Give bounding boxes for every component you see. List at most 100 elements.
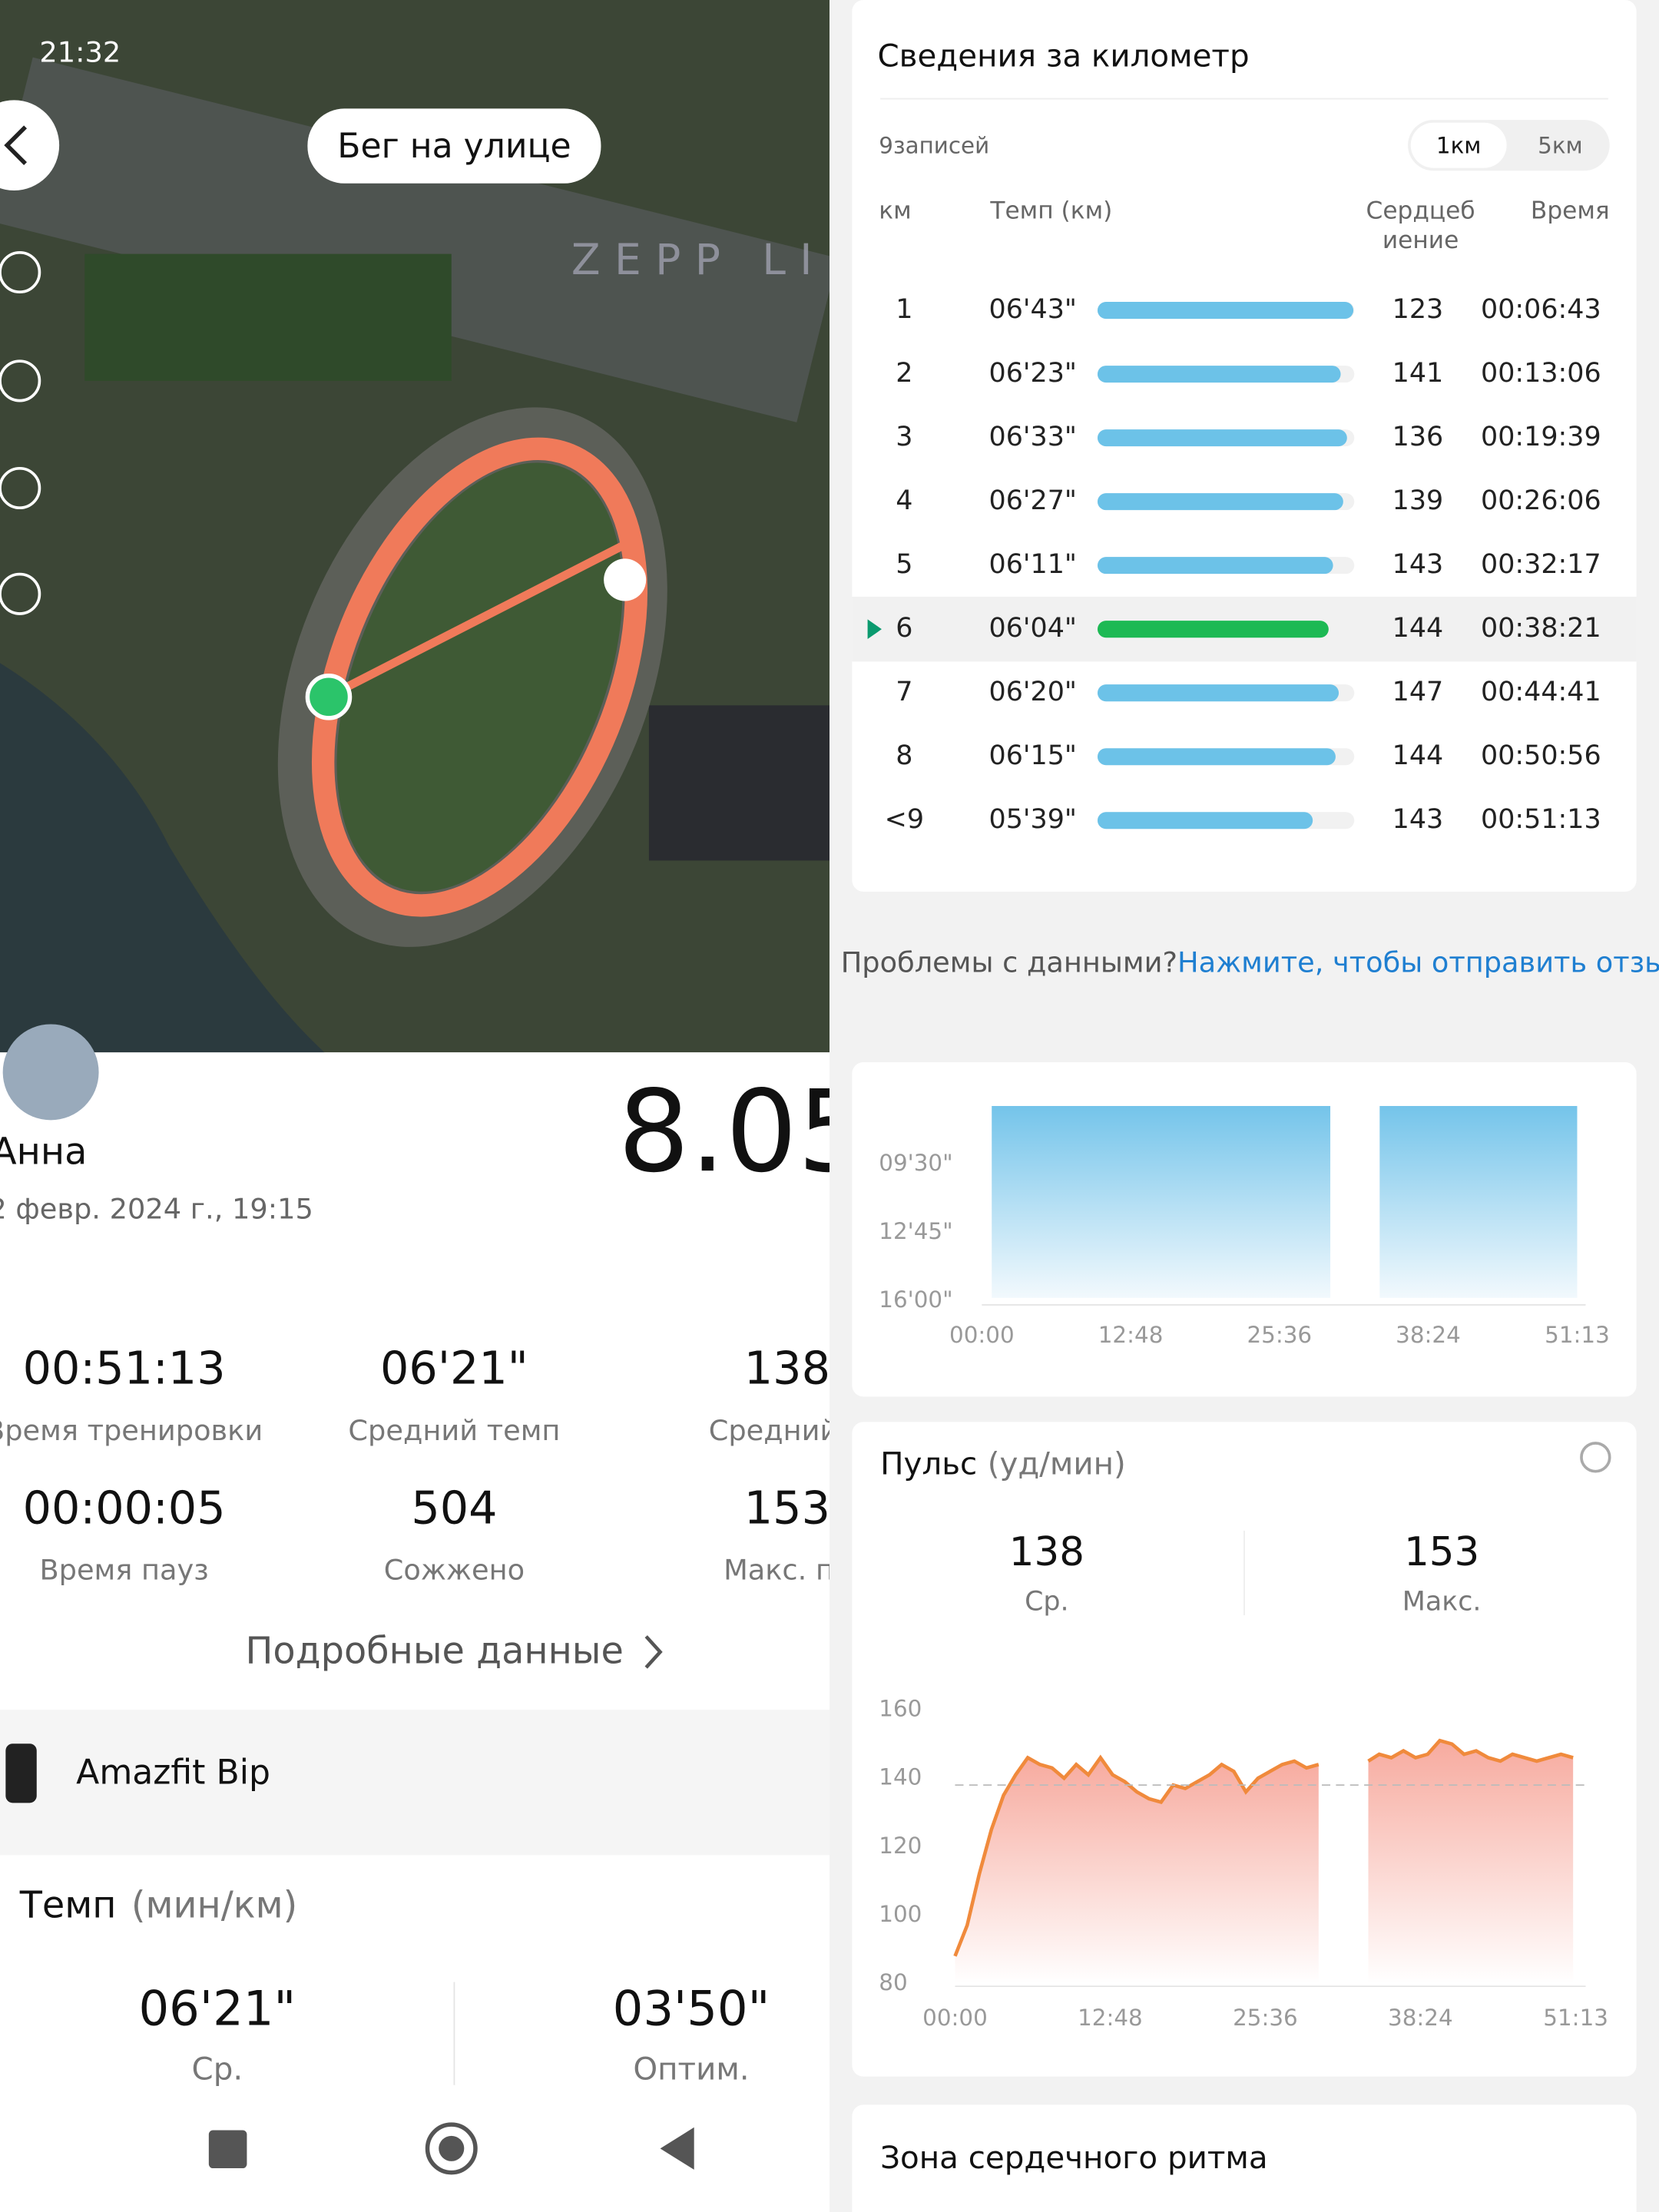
stat-value: 504 xyxy=(411,1481,497,1534)
pace-unit: (мин/км) xyxy=(131,1884,297,1926)
time: 00:06:43 xyxy=(1481,294,1601,325)
time: 00:13:06 xyxy=(1481,358,1601,389)
heart: 139 xyxy=(1392,485,1444,516)
km: 3 xyxy=(896,422,912,452)
pace: 06'33" xyxy=(989,422,1077,452)
bar xyxy=(1097,366,1341,383)
distance: 8.05 xyxy=(618,1066,869,1197)
icon-eye[interactable] xyxy=(0,466,41,510)
heart: 143 xyxy=(1392,804,1444,835)
y-tick-label: 09'30" xyxy=(879,1150,952,1176)
time: 00:44:41 xyxy=(1481,677,1601,707)
zone-title: Зона сердечного ритма xyxy=(880,2139,1267,2176)
bar xyxy=(1097,429,1347,447)
back-icon xyxy=(4,125,28,166)
icon-globe[interactable] xyxy=(0,359,41,402)
feedback-link[interactable]: Нажмите, чтобы отправить отзыв xyxy=(1177,945,1659,979)
bar xyxy=(1097,684,1339,702)
heart: 147 xyxy=(1392,677,1444,707)
feedback-question: Проблемы с данными?Нажмите, чтобы отправ… xyxy=(841,945,1659,979)
road xyxy=(0,57,830,422)
pace: 06'23" xyxy=(989,358,1077,389)
stat-label: Время пауз xyxy=(39,1554,208,1587)
row-marker xyxy=(867,619,882,640)
y-tick-label: 140 xyxy=(879,1764,922,1790)
pace: 06'27" xyxy=(989,485,1077,516)
km-title: Сведения за километр xyxy=(877,37,1249,74)
title-pill xyxy=(307,108,601,184)
pace: 06'15" xyxy=(989,740,1077,771)
heart: 144 xyxy=(1392,613,1444,644)
heart-area xyxy=(955,1757,1319,1984)
tab[interactable]: 1км xyxy=(1436,133,1482,159)
heart: 123 xyxy=(1392,294,1444,325)
km: 7 xyxy=(896,677,912,707)
x-tick-label: 38:24 xyxy=(1396,1322,1461,1348)
nav-home[interactable] xyxy=(425,2122,478,2175)
bar xyxy=(1097,812,1313,830)
left-panel: 21:32 Бег на улице ZEPP LI Анна 2 февр. … xyxy=(0,0,869,2212)
heart: 141 xyxy=(1392,358,1444,389)
stat-value: 138 xyxy=(744,1341,830,1394)
pace-title: Темп xyxy=(19,1884,117,1926)
header-pace: Темп (км) xyxy=(989,197,1112,225)
pace: 06'04" xyxy=(989,613,1077,644)
device-icon xyxy=(5,1743,37,1803)
km: 8 xyxy=(896,740,912,771)
watermark: ZEPP LI xyxy=(571,235,826,284)
icon-locate[interactable] xyxy=(0,572,41,615)
km: 2 xyxy=(896,358,912,389)
map-title: Бег на улице xyxy=(337,127,571,166)
device-name: Amazfit Bip xyxy=(76,1753,270,1793)
heart-max: 153 xyxy=(1404,1529,1479,1575)
records: 9записей xyxy=(879,133,989,159)
field xyxy=(336,462,623,892)
trees xyxy=(84,253,452,381)
bar xyxy=(1097,748,1336,766)
route-cross xyxy=(336,539,630,695)
stat-value: 153 xyxy=(744,1481,830,1534)
x-tick-label: 00:00 xyxy=(949,1322,1015,1348)
route xyxy=(311,437,647,917)
feedback-question: Проблемы с данными? xyxy=(841,945,1177,979)
water xyxy=(0,663,325,1053)
stat-value: 06'21" xyxy=(380,1341,528,1394)
x-tick-label: 51:13 xyxy=(1545,1322,1610,1348)
heart-max-label: Макс. xyxy=(1402,1587,1482,1618)
info-bg xyxy=(0,1052,830,2212)
km: 4 xyxy=(896,485,912,516)
stat-label: Сожжено xyxy=(384,1554,525,1587)
heart-avg: 138 xyxy=(1009,1529,1084,1575)
bar xyxy=(1097,557,1333,575)
km: 1 xyxy=(896,294,912,325)
pace-best-label: Оптим. xyxy=(633,2050,749,2087)
details-link[interactable]: Подробные данные xyxy=(246,1631,624,1673)
zoom-icon[interactable] xyxy=(1580,1442,1611,1473)
time: 00:26:06 xyxy=(1481,485,1601,516)
stat-label: Средний темп xyxy=(348,1414,560,1447)
icon-units[interactable] xyxy=(0,250,41,294)
header-heart: иение xyxy=(1382,227,1459,254)
heart: 144 xyxy=(1392,740,1444,771)
km: 6 xyxy=(896,613,912,644)
back-button[interactable] xyxy=(0,100,60,190)
right-panel: Сведения за километр 9записей 1км 5км км… xyxy=(841,0,1659,2212)
zone-card xyxy=(852,2104,1637,2212)
tab[interactable]: 5км xyxy=(1538,133,1583,159)
header-km: км xyxy=(879,197,911,225)
x-tick-label: 25:36 xyxy=(1247,1322,1312,1348)
y-tick-label: 12'45" xyxy=(879,1218,952,1244)
heart-unit: (уд/мин) xyxy=(988,1445,1126,1482)
building xyxy=(648,705,830,861)
workout-date: 2 февр. 2024 г., 19:15 xyxy=(0,1192,313,1225)
nav-back[interactable] xyxy=(660,2127,694,2170)
nav-recent[interactable] xyxy=(208,2130,247,2169)
time: 00:32:17 xyxy=(1481,549,1601,580)
heart: 143 xyxy=(1392,549,1444,580)
tab-active xyxy=(1410,122,1507,168)
time: 00:19:39 xyxy=(1481,422,1601,452)
km: <9 xyxy=(885,804,924,835)
pace: 06'20" xyxy=(989,677,1077,707)
